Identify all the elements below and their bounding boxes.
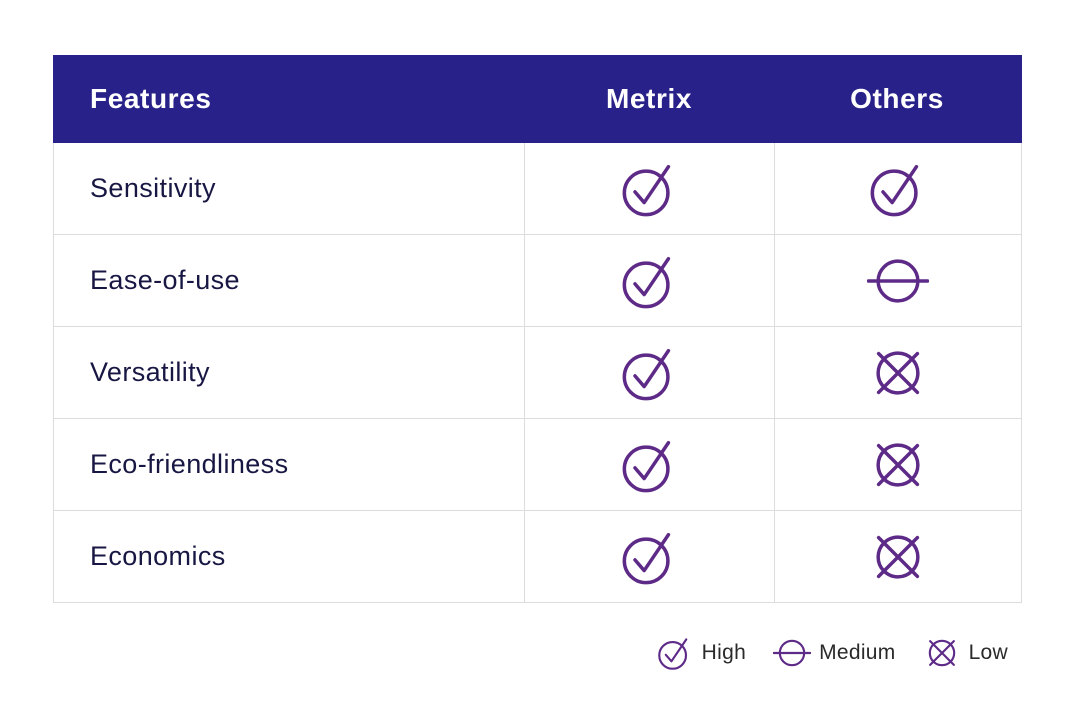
check-circle-icon — [656, 634, 694, 672]
legend-label-high: High — [701, 641, 747, 664]
metrix-rating-cell — [525, 143, 775, 234]
dash-circle-icon — [773, 634, 811, 672]
metrix-rating-cell — [525, 235, 775, 326]
metrix-rating-cell — [525, 419, 775, 510]
feature-label: Economics — [54, 511, 525, 602]
cross-circle-icon — [867, 434, 929, 496]
feature-comparison-table: Features Metrix Others Sensitivity Ease-… — [53, 55, 1022, 603]
legend-icon-slot — [656, 634, 694, 672]
others-rating-cell — [775, 327, 1021, 418]
check-circle-icon — [867, 158, 929, 220]
check-circle-icon — [619, 342, 681, 404]
metrix-rating-cell — [525, 511, 775, 602]
check-circle-icon — [619, 434, 681, 496]
dash-circle-icon — [867, 250, 929, 312]
others-rating-cell — [775, 419, 1021, 510]
table-row-sensitivity: Sensitivity — [54, 143, 1021, 235]
cross-circle-icon — [867, 342, 929, 404]
cross-circle-icon — [867, 526, 929, 588]
check-circle-icon — [619, 158, 681, 220]
metrix-rating-cell — [525, 327, 775, 418]
column-header-metrix: Metrix — [605, 83, 693, 114]
column-header-features: Features — [90, 83, 212, 114]
table-row-ease-of-use: Ease-of-use — [54, 235, 1021, 327]
legend-label-medium: Medium — [819, 641, 896, 664]
others-rating-cell — [775, 235, 1021, 326]
legend-item-high: High — [656, 634, 746, 672]
legend-item-medium: Medium — [773, 634, 896, 672]
table-header-row: Features Metrix Others — [53, 55, 1022, 143]
table-row-eco-friendliness: Eco-friendliness — [54, 419, 1021, 511]
legend-icon-slot — [773, 634, 811, 672]
feature-label: Eco-friendliness — [54, 419, 525, 510]
legend-icon-slot — [923, 634, 961, 672]
check-circle-icon — [619, 250, 681, 312]
rating-legend: High Medium Low — [656, 630, 1008, 676]
table-row-versatility: Versatility — [54, 327, 1021, 419]
table-body: Sensitivity Ease-of-use Versatility Eco-… — [53, 143, 1022, 603]
legend-label-low: Low — [968, 641, 1008, 664]
others-rating-cell — [775, 143, 1021, 234]
table-row-economics: Economics — [54, 511, 1021, 603]
others-rating-cell — [775, 511, 1021, 602]
column-header-others: Others — [850, 83, 944, 114]
feature-label: Ease-of-use — [54, 235, 525, 326]
cross-circle-icon — [923, 634, 961, 672]
feature-label: Versatility — [54, 327, 525, 418]
legend-item-low: Low — [923, 634, 1008, 672]
feature-label: Sensitivity — [54, 143, 525, 234]
check-circle-icon — [619, 526, 681, 588]
